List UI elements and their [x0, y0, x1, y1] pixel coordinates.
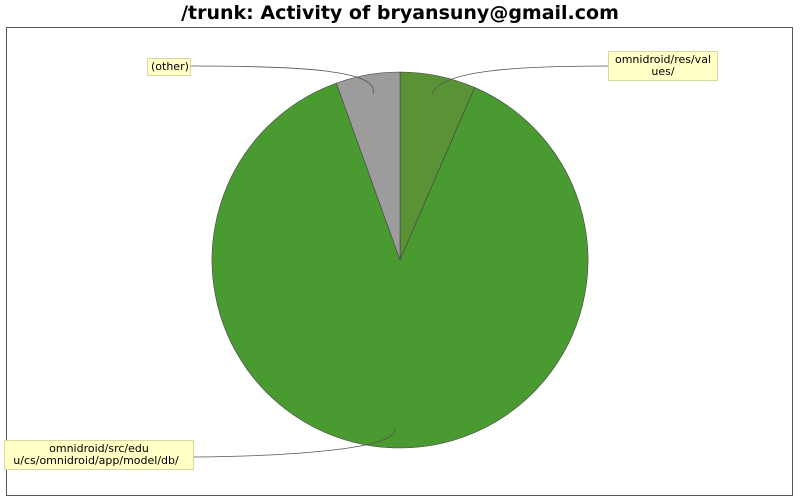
- leader-lines: [190, 65, 609, 458]
- leader-line-model-db: [193, 427, 396, 458]
- leader-line-res-values: [431, 65, 609, 95]
- chart-title: /trunk: Activity of bryansuny@gmail.com: [181, 2, 619, 24]
- slice-label-other: (other): [147, 58, 191, 76]
- slice-label-res-values-line2: ues/: [651, 65, 675, 78]
- slice-label-model-db-line1: omnidroid/src/edu: [49, 442, 149, 455]
- slice-label-model-db-line2: u/cs/omnidroid/app/model/db/: [13, 454, 179, 467]
- pie-slice-other: [335, 71, 401, 261]
- leader-line-other: [190, 65, 374, 95]
- slice-label-res-values: omnidroid/res/val ues/: [608, 51, 718, 81]
- slice-label-model-db: omnidroid/src/edu u/cs/omnidroid/app/mod…: [4, 440, 194, 470]
- pie-slices: [211, 71, 589, 449]
- slice-label-other-line1: (other): [151, 60, 189, 73]
- plot-area-frame: [6, 27, 793, 496]
- slice-label-res-values-line1: omnidroid/res/val: [614, 53, 711, 66]
- pie-slice-model-db: [211, 82, 589, 449]
